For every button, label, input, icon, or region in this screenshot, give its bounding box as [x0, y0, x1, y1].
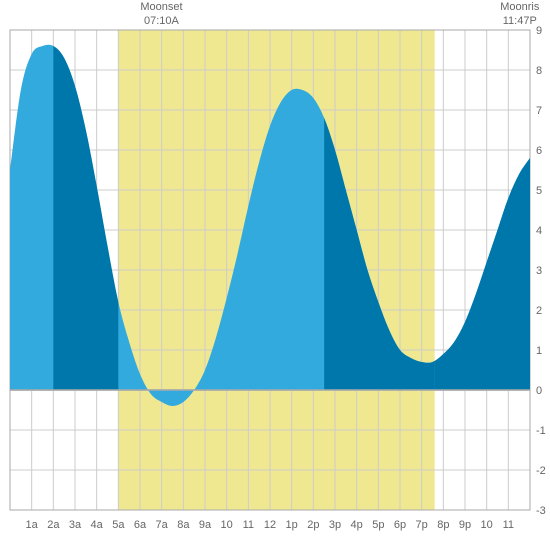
svg-text:-1: -1	[536, 425, 546, 437]
moonrise-time: 11:47P	[500, 14, 539, 28]
svg-text:4: 4	[536, 225, 542, 237]
moonset-title: Moonset	[140, 0, 182, 14]
svg-text:7: 7	[536, 105, 542, 117]
svg-text:8p: 8p	[437, 519, 449, 531]
moonset-time: 07:10A	[140, 14, 182, 28]
moonrise-label: Moonris 11:47P	[500, 0, 539, 29]
svg-text:10: 10	[221, 519, 233, 531]
svg-text:4a: 4a	[91, 519, 104, 531]
svg-text:8a: 8a	[177, 519, 190, 531]
svg-text:4p: 4p	[351, 519, 363, 531]
svg-text:9a: 9a	[199, 519, 212, 531]
svg-text:2a: 2a	[47, 519, 60, 531]
svg-text:3p: 3p	[329, 519, 341, 531]
moonrise-title: Moonris	[500, 0, 539, 14]
svg-text:7p: 7p	[416, 519, 428, 531]
svg-text:-3: -3	[536, 505, 546, 517]
moonset-label: Moonset 07:10A	[140, 0, 182, 29]
chart-svg: -3-2-101234567891a2a3a4a5a6a7a8a9a101112…	[0, 0, 550, 550]
svg-text:5p: 5p	[372, 519, 384, 531]
svg-text:6: 6	[536, 145, 542, 157]
svg-text:1: 1	[536, 345, 542, 357]
svg-text:3: 3	[536, 265, 542, 277]
svg-text:6a: 6a	[134, 519, 147, 531]
svg-text:11: 11	[243, 519, 254, 531]
svg-text:-2: -2	[536, 465, 546, 477]
svg-text:8: 8	[536, 65, 542, 77]
svg-text:2p: 2p	[307, 519, 319, 531]
svg-text:11: 11	[503, 519, 514, 531]
svg-text:9p: 9p	[459, 519, 471, 531]
svg-text:0: 0	[536, 385, 542, 397]
svg-text:1a: 1a	[26, 519, 39, 531]
svg-text:7a: 7a	[156, 519, 169, 531]
svg-text:5: 5	[536, 185, 542, 197]
svg-text:1p: 1p	[286, 519, 298, 531]
svg-text:12: 12	[264, 519, 276, 531]
svg-text:6p: 6p	[394, 519, 406, 531]
svg-text:10: 10	[481, 519, 493, 531]
svg-text:3a: 3a	[69, 519, 82, 531]
tide-chart: -3-2-101234567891a2a3a4a5a6a7a8a9a101112…	[0, 0, 550, 550]
svg-text:5a: 5a	[112, 519, 125, 531]
svg-text:2: 2	[536, 305, 542, 317]
